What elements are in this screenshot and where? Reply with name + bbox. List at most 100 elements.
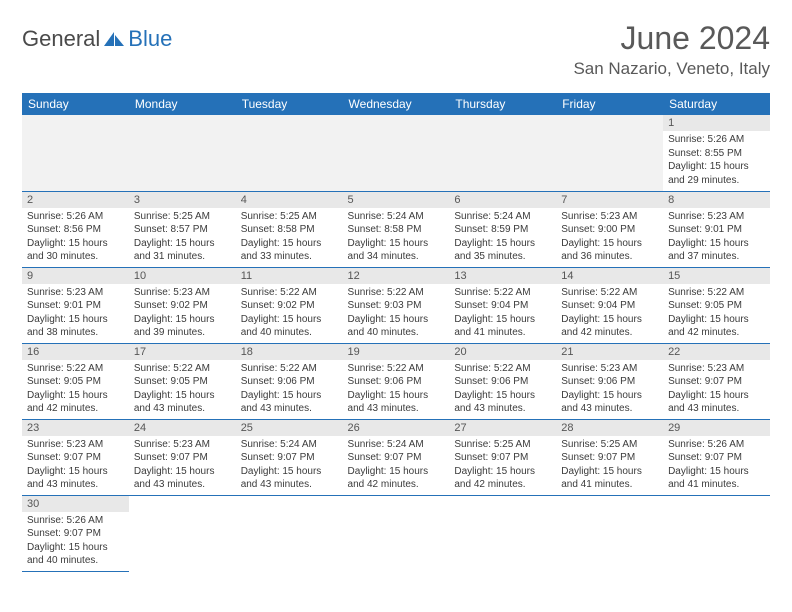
daylight-text: Daylight: 15 hours (668, 237, 765, 251)
trailing-empty-cell (236, 495, 343, 571)
daylight-text: and 40 minutes. (241, 326, 338, 340)
daylight-text: Daylight: 15 hours (27, 237, 124, 251)
daylight-text: and 43 minutes. (134, 402, 231, 416)
daylight-text: Daylight: 15 hours (27, 313, 124, 327)
day-detail: Sunrise: 5:25 AMSunset: 8:57 PMDaylight:… (129, 208, 236, 266)
daylight-text: and 43 minutes. (241, 478, 338, 492)
day-detail: Sunrise: 5:25 AMSunset: 8:58 PMDaylight:… (236, 208, 343, 266)
day-detail: Sunrise: 5:23 AMSunset: 9:02 PMDaylight:… (129, 284, 236, 342)
day-number: 27 (449, 420, 556, 436)
daylight-text: and 37 minutes. (668, 250, 765, 264)
daylight-text: and 43 minutes. (668, 402, 765, 416)
sunset-text: Sunset: 9:06 PM (241, 375, 338, 389)
day-cell: 15Sunrise: 5:22 AMSunset: 9:05 PMDayligh… (663, 267, 770, 343)
logo: General Blue (22, 26, 172, 52)
day-cell: 21Sunrise: 5:23 AMSunset: 9:06 PMDayligh… (556, 343, 663, 419)
sail-icon (102, 31, 126, 47)
day-cell: 30Sunrise: 5:26 AMSunset: 9:07 PMDayligh… (22, 495, 129, 571)
sunset-text: Sunset: 9:01 PM (27, 299, 124, 313)
day-number: 12 (343, 268, 450, 284)
sunset-text: Sunset: 9:06 PM (561, 375, 658, 389)
sunrise-text: Sunrise: 5:26 AM (27, 514, 124, 528)
sunrise-text: Sunrise: 5:22 AM (668, 286, 765, 300)
calendar-row: 9Sunrise: 5:23 AMSunset: 9:01 PMDaylight… (22, 267, 770, 343)
day-number: 16 (22, 344, 129, 360)
day-cell: 16Sunrise: 5:22 AMSunset: 9:05 PMDayligh… (22, 343, 129, 419)
sunrise-text: Sunrise: 5:25 AM (241, 210, 338, 224)
day-number: 26 (343, 420, 450, 436)
daylight-text: Daylight: 15 hours (561, 465, 658, 479)
sunset-text: Sunset: 9:07 PM (27, 527, 124, 541)
daylight-text: Daylight: 15 hours (134, 313, 231, 327)
day-cell: 29Sunrise: 5:26 AMSunset: 9:07 PMDayligh… (663, 419, 770, 495)
daylight-text: and 43 minutes. (134, 478, 231, 492)
sunset-text: Sunset: 8:58 PM (348, 223, 445, 237)
day-detail: Sunrise: 5:22 AMSunset: 9:02 PMDaylight:… (236, 284, 343, 342)
day-detail: Sunrise: 5:24 AMSunset: 9:07 PMDaylight:… (236, 436, 343, 494)
day-cell: 26Sunrise: 5:24 AMSunset: 9:07 PMDayligh… (343, 419, 450, 495)
title-block: June 2024 San Nazario, Veneto, Italy (573, 20, 770, 79)
daylight-text: Daylight: 15 hours (454, 237, 551, 251)
day-detail: Sunrise: 5:26 AMSunset: 9:07 PMDaylight:… (663, 436, 770, 494)
day-number: 14 (556, 268, 663, 284)
day-cell: 24Sunrise: 5:23 AMSunset: 9:07 PMDayligh… (129, 419, 236, 495)
sunset-text: Sunset: 9:02 PM (134, 299, 231, 313)
sunrise-text: Sunrise: 5:22 AM (454, 286, 551, 300)
month-title: June 2024 (573, 20, 770, 57)
day-number: 24 (129, 420, 236, 436)
daylight-text: Daylight: 15 hours (668, 465, 765, 479)
weekday-header: Saturday (663, 93, 770, 115)
daylight-text: and 33 minutes. (241, 250, 338, 264)
sunset-text: Sunset: 9:06 PM (348, 375, 445, 389)
daylight-text: Daylight: 15 hours (668, 389, 765, 403)
calendar-row: 30Sunrise: 5:26 AMSunset: 9:07 PMDayligh… (22, 495, 770, 571)
day-number: 15 (663, 268, 770, 284)
sunrise-text: Sunrise: 5:22 AM (27, 362, 124, 376)
daylight-text: and 42 minutes. (668, 326, 765, 340)
daylight-text: Daylight: 15 hours (348, 313, 445, 327)
day-number: 1 (663, 115, 770, 131)
empty-cell (129, 115, 236, 191)
day-detail: Sunrise: 5:22 AMSunset: 9:05 PMDaylight:… (663, 284, 770, 342)
day-number: 4 (236, 192, 343, 208)
sunset-text: Sunset: 9:05 PM (27, 375, 124, 389)
day-number: 19 (343, 344, 450, 360)
sunrise-text: Sunrise: 5:24 AM (241, 438, 338, 452)
trailing-empty-cell (449, 495, 556, 571)
daylight-text: and 43 minutes. (27, 478, 124, 492)
daylight-text: and 29 minutes. (668, 174, 765, 188)
daylight-text: and 40 minutes. (27, 554, 124, 568)
sunset-text: Sunset: 8:57 PM (134, 223, 231, 237)
day-cell: 5Sunrise: 5:24 AMSunset: 8:58 PMDaylight… (343, 191, 450, 267)
day-detail: Sunrise: 5:24 AMSunset: 9:07 PMDaylight:… (343, 436, 450, 494)
sunrise-text: Sunrise: 5:24 AM (454, 210, 551, 224)
day-cell: 27Sunrise: 5:25 AMSunset: 9:07 PMDayligh… (449, 419, 556, 495)
daylight-text: Daylight: 15 hours (241, 389, 338, 403)
calendar-row: 2Sunrise: 5:26 AMSunset: 8:56 PMDaylight… (22, 191, 770, 267)
sunset-text: Sunset: 9:06 PM (454, 375, 551, 389)
daylight-text: and 43 minutes. (241, 402, 338, 416)
weekday-header: Monday (129, 93, 236, 115)
day-number: 6 (449, 192, 556, 208)
sunrise-text: Sunrise: 5:26 AM (668, 438, 765, 452)
daylight-text: and 34 minutes. (348, 250, 445, 264)
daylight-text: Daylight: 15 hours (348, 389, 445, 403)
daylight-text: Daylight: 15 hours (454, 465, 551, 479)
day-detail: Sunrise: 5:22 AMSunset: 9:06 PMDaylight:… (236, 360, 343, 418)
day-cell: 17Sunrise: 5:22 AMSunset: 9:05 PMDayligh… (129, 343, 236, 419)
sunset-text: Sunset: 9:07 PM (134, 451, 231, 465)
day-detail: Sunrise: 5:23 AMSunset: 9:01 PMDaylight:… (22, 284, 129, 342)
day-cell: 8Sunrise: 5:23 AMSunset: 9:01 PMDaylight… (663, 191, 770, 267)
sunset-text: Sunset: 9:00 PM (561, 223, 658, 237)
sunrise-text: Sunrise: 5:22 AM (241, 286, 338, 300)
day-number: 21 (556, 344, 663, 360)
day-detail: Sunrise: 5:25 AMSunset: 9:07 PMDaylight:… (556, 436, 663, 494)
day-number: 10 (129, 268, 236, 284)
day-detail: Sunrise: 5:22 AMSunset: 9:04 PMDaylight:… (449, 284, 556, 342)
daylight-text: Daylight: 15 hours (561, 237, 658, 251)
day-number: 28 (556, 420, 663, 436)
daylight-text: and 41 minutes. (668, 478, 765, 492)
sunset-text: Sunset: 8:56 PM (27, 223, 124, 237)
day-detail: Sunrise: 5:22 AMSunset: 9:06 PMDaylight:… (449, 360, 556, 418)
day-detail: Sunrise: 5:22 AMSunset: 9:05 PMDaylight:… (22, 360, 129, 418)
